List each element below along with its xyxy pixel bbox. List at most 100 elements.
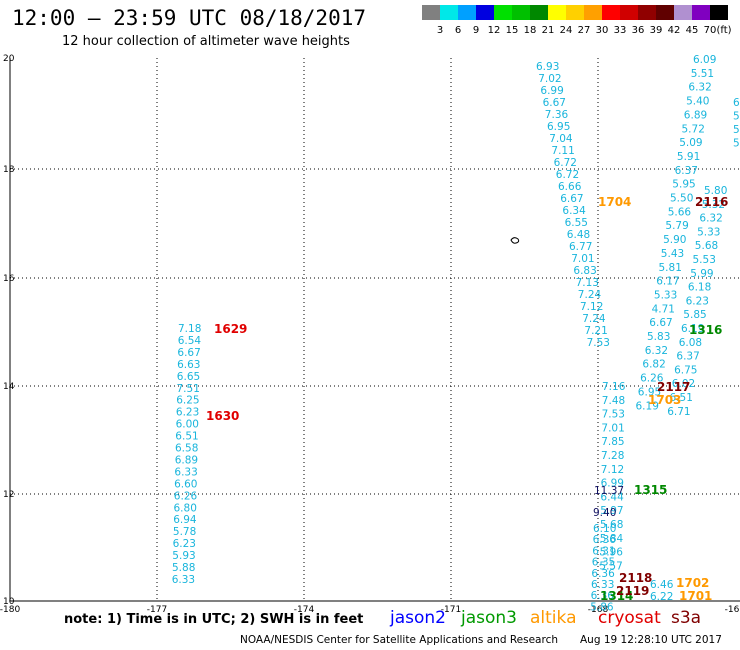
wave-height-value: 6.83 [573, 265, 596, 277]
wave-height-value: 5.33 [697, 226, 720, 238]
wave-height-value: 6.18 [688, 282, 711, 294]
wave-height-value: 6.31 [592, 545, 615, 557]
wave-height-value: 6.36 [593, 534, 617, 546]
wave-height-value: 5.50 [670, 193, 693, 205]
wave-height-value: 5.91 [677, 151, 700, 163]
wave-height-value: 7.11 [551, 145, 574, 157]
x-tick-label: -168 [588, 605, 609, 615]
wave-height-value: 6.32 [645, 345, 668, 357]
wave-height-value: 5.66 [668, 206, 692, 218]
wave-height-value: 6.72 [554, 157, 577, 169]
wave-height-value: 5.80 [704, 185, 727, 197]
wave-height-value: 7.16 [602, 381, 626, 393]
wave-height-value: 5.99 [690, 268, 713, 280]
wave-height-value: 11.37 [594, 485, 624, 497]
color-scale-label: 70 [703, 25, 717, 36]
wave-height-value: 6.80 [174, 502, 197, 514]
wave-height-value: 5.85 [683, 309, 706, 321]
color-scale-swatch [656, 5, 674, 20]
color-scale-swatch [530, 5, 548, 20]
map-axis-ticks: -180 -177 -174 -171 -168 -16 20 18 16 14 12 10 [0, 54, 740, 615]
map-subtitle: 12 hour collection of altimeter wave hei… [62, 34, 350, 49]
color-scale-swatch [494, 5, 512, 20]
wave-height-value: 5.40 [686, 96, 709, 108]
color-scale-swatch [674, 5, 692, 20]
color-scale-label: 21 [541, 25, 555, 36]
generated-timestamp: Aug 19 12:28:10 UTC 2017 [580, 634, 722, 646]
wave-height-value: 5.32 [702, 199, 725, 211]
wave-height-value: 6.67 [649, 317, 672, 329]
color-scale-swatch [602, 5, 620, 20]
wave-height-value: 7.53 [587, 337, 610, 349]
altimeter-tracks: 7.186.546.676.636.657.516.256.236.006.51… [172, 54, 740, 613]
wave-height-value: 6.17 [656, 276, 679, 288]
wave-height-value: 6.02 [672, 378, 695, 390]
wave-height-value: 7.13 [576, 277, 599, 289]
wave-height-value: 7.02 [538, 73, 561, 85]
wave-height-value: 7.01 [601, 422, 624, 434]
color-scale-label: 15 [505, 25, 519, 36]
wave-height-value: 6.33 [591, 579, 614, 591]
wave-height-value: 6.23 [686, 295, 709, 307]
wave-height-value: 6.23 [173, 538, 196, 550]
pass-time-label: 1702 [676, 576, 709, 590]
pass-time-label: 1630 [206, 409, 239, 423]
wave-height-value: 6.55 [565, 217, 588, 229]
color-scale-swatch [692, 5, 710, 20]
color-scale-label: 39 [649, 25, 663, 36]
wave-height-value: 7.28 [601, 450, 624, 462]
x-tick-label: -180 [0, 605, 20, 615]
pass-time-label: 2119 [616, 584, 649, 598]
color-scale-unit: (ft) [716, 25, 732, 36]
color-scale-swatch [710, 5, 728, 20]
wave-height-value: 5.96 [600, 547, 624, 559]
wave-height-value: 5.90 [663, 234, 686, 246]
pass-time-label: 1701 [679, 589, 712, 603]
wave-height-value: 6.48 [567, 229, 590, 241]
y-tick-label: 10 [3, 597, 15, 607]
wave-height-value: 6.36 [591, 590, 615, 602]
wave-height-value: 6.08 [679, 337, 702, 349]
color-scale-swatch [620, 5, 638, 20]
wave-height-value: 7.01 [571, 253, 594, 265]
wave-height-value: 7.24 [578, 289, 602, 301]
pass-time-label: 2118 [619, 571, 652, 585]
wave-height-value: 5 [733, 124, 740, 136]
wave-height-value: 5.53 [693, 254, 716, 266]
pass-time-label: 1704 [598, 195, 631, 209]
color-scale-label: 18 [523, 25, 537, 36]
x-tick-label: -177 [147, 605, 167, 615]
wave-height-value: 7.24 [582, 313, 606, 325]
legend-s3a: s3a [671, 608, 702, 628]
y-tick-label: 12 [3, 490, 14, 500]
wave-height-value: 6.65 [177, 371, 200, 383]
wave-height-value: 6.93 [536, 61, 559, 73]
wave-height-value: 6.54 [178, 335, 202, 347]
color-scale-label: 6 [454, 25, 462, 36]
x-tick-label: -174 [294, 605, 315, 615]
wave-height-value: 7.04 [549, 133, 573, 145]
wave-height-value: 6.51 [670, 392, 693, 404]
wave-height-value: 6.32 [699, 213, 722, 225]
color-scale-label: 42 [667, 25, 681, 36]
wave-height-value: 6.46 [650, 579, 674, 591]
island-marker [510, 237, 520, 244]
wave-height-value: 6.36 [591, 568, 615, 580]
wave-height-value: 7.51 [177, 383, 200, 395]
color-scale-label: 36 [631, 25, 645, 36]
map-grid [9, 58, 740, 602]
wave-height-value: 5.79 [665, 220, 688, 232]
wave-height-value: 6.34 [562, 205, 586, 217]
legend-jason3: jason3 [461, 608, 517, 628]
wave-height-value: 5.68 [695, 240, 718, 252]
wave-height-value: 6.37 [675, 165, 698, 177]
y-tick-label: 14 [3, 382, 15, 392]
pass-time-label: 2117 [657, 380, 690, 394]
pass-time-label: 1314 [600, 589, 633, 603]
wave-height-value: 6.94 [173, 514, 197, 526]
pass-time-label: 1316 [689, 323, 722, 337]
color-scale-swatch [440, 5, 458, 20]
wave-height-value: 7.21 [584, 325, 607, 337]
wave-height-value: 6.26 [640, 373, 664, 385]
